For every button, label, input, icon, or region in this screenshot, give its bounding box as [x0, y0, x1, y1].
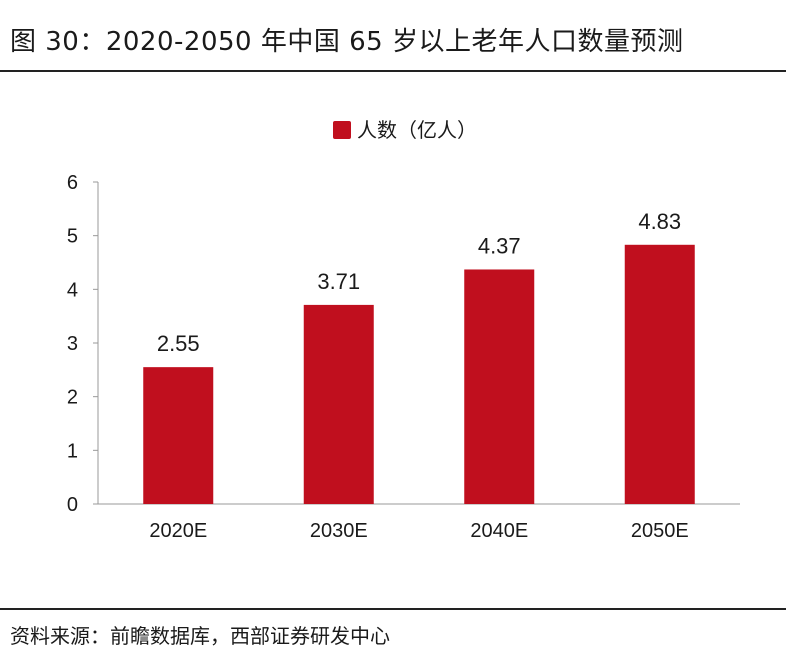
data-label: 3.71: [317, 269, 360, 294]
bar: [464, 269, 535, 504]
legend: 人数（亿人）: [333, 118, 477, 142]
title-divider: [0, 70, 786, 72]
y-tick-label: 6: [67, 172, 78, 194]
source-divider: [0, 608, 786, 610]
data-label-group: 2.55 3.71 4.37 4.83: [157, 209, 681, 356]
y-tick-label: 0: [67, 494, 78, 516]
figure-title: 图 30：2020-2050 年中国 65 岁以上老年人口数量预测: [10, 27, 684, 57]
bar: [624, 244, 695, 505]
x-tick-label: 2020E: [149, 520, 207, 542]
y-tick-label: 4: [67, 279, 78, 301]
source-note: 资料来源：前瞻数据库，西部证券研发中心: [10, 624, 390, 648]
y-tick-label: 3: [67, 333, 78, 355]
bar: [143, 367, 214, 504]
y-tick-label: 5: [67, 226, 78, 248]
bar: [303, 304, 374, 504]
x-tick-label: 2040E: [470, 520, 528, 542]
y-tick-label: 1: [67, 440, 78, 462]
bar-chart: 人数（亿人） 0 1 2 3 4 5 6 2.55 3.71 4.37 4.83 2020E 203…: [67, 118, 740, 542]
x-tick-label: 2050E: [631, 520, 689, 542]
data-label: 4.37: [478, 233, 521, 258]
legend-label: 人数（亿人）: [357, 118, 477, 142]
x-tick-label: 2030E: [310, 520, 368, 542]
y-tick-group: 0 1 2 3 4 5 6: [67, 172, 98, 516]
y-tick-label: 2: [67, 387, 78, 409]
data-label: 4.83: [638, 209, 681, 234]
x-tick-group: 2020E 2030E 2040E 2050E: [149, 520, 688, 542]
legend-swatch: [333, 121, 351, 139]
data-label: 2.55: [157, 331, 200, 356]
bar-group: [143, 244, 695, 505]
